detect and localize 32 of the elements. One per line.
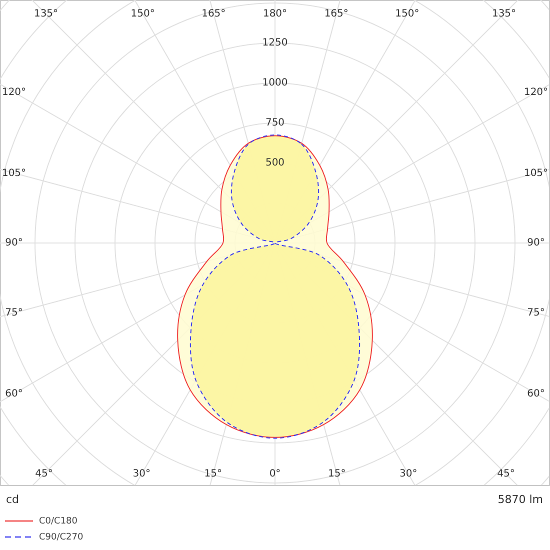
spoke-label: 135° [492,8,516,20]
spoke-label: 105° [524,168,548,179]
spoke-label: 60° [527,388,545,400]
spoke-label: 105° [2,168,26,179]
spoke-label: 75° [527,308,545,319]
spoke-label: 75° [5,308,23,319]
y-tick-label: 500 [265,158,285,169]
spoke-label: 165° [202,8,226,20]
text: cd [6,493,20,506]
spoke-label: 15° [204,468,222,480]
spoke-label: 150° [395,8,420,20]
spoke-label: 90° [5,238,23,249]
text: 5870 lm [498,493,543,506]
spoke-label: 90° [527,238,545,249]
spoke-label: 45° [35,468,53,480]
legend-label: C90/C270 [39,532,84,542]
spoke-label: 180° [262,8,288,20]
y-tick-label: 750 [265,118,285,129]
legend-label: C0/C180 [39,516,78,526]
spoke-label: 135° [34,8,58,20]
spoke-label: 0° [269,468,281,480]
spoke-label: 45° [497,468,515,480]
spoke-label: 30° [132,468,150,480]
spoke-label: 165° [324,8,348,20]
y-tick-label: 1250 [262,38,288,49]
spoke-label: 15° [328,468,346,480]
spoke-label: 150° [130,8,155,20]
spoke-label: 120° [2,87,26,98]
spoke-label: 30° [400,468,418,480]
spoke-label: 60° [5,388,23,400]
y-tick-label: 1000 [262,78,288,89]
spoke-label: 120° [524,87,548,98]
